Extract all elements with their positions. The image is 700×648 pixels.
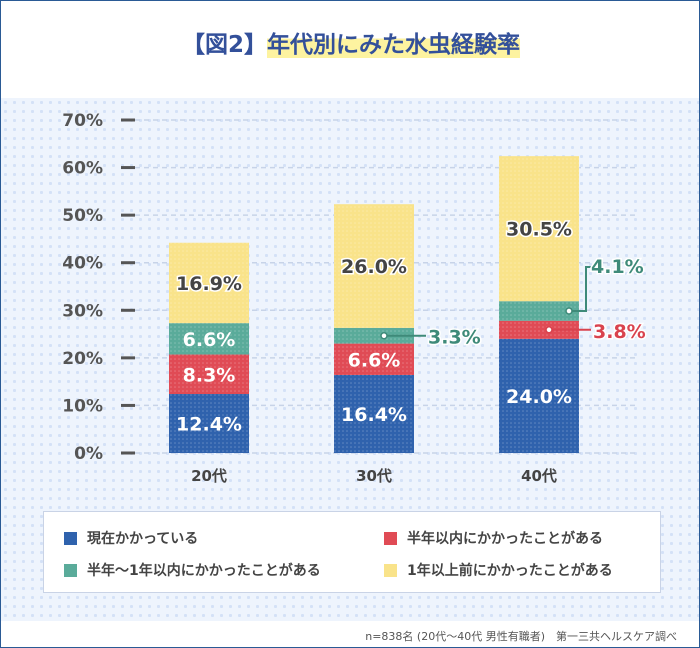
data-label: 6.6% (348, 349, 401, 371)
leader-dot (545, 326, 553, 334)
legend-swatch (64, 563, 77, 577)
y-tick-label: 60% (62, 159, 103, 179)
bar-texture (169, 354, 249, 395)
source-note: n=838名 (20代～40代 男性有職者) 第一三共ヘルスケア調べ (365, 630, 677, 643)
legend: 現在かかっている 半年以内にかかったことがある 半年～1年以内にかかったことがあ… (43, 511, 661, 593)
bar-texture (334, 374, 414, 453)
bar-texture (499, 338, 579, 453)
leader-dot (380, 331, 388, 340)
bar-texture (334, 327, 414, 344)
data-label: 3.8% (593, 321, 646, 343)
data-label: 6.6% (183, 329, 236, 351)
data-label: 16.9% (176, 273, 242, 295)
title-text: 年代別にみた水虫経験率 (267, 32, 520, 58)
legend-label: 1年以上前にかかったことがある (407, 563, 613, 579)
y-tick-label: 70% (62, 111, 103, 131)
leader-line (569, 266, 591, 312)
legend-label: 半年～1年以内にかかったことがある (87, 563, 321, 579)
legend-label: 半年以内にかかったことがある (407, 531, 603, 547)
data-label: 3.3% (428, 327, 481, 349)
data-label: 30.5% (506, 219, 572, 241)
bar-texture (169, 323, 249, 355)
legend-swatch (384, 531, 397, 545)
data-label: 16.4% (341, 404, 407, 426)
chart-title: 【図2】年代別にみた水虫経験率 (1, 25, 699, 59)
bar-texture (169, 242, 249, 324)
data-label: 8.3% (183, 364, 236, 386)
legend-item: 1年以上前にかかったことがある (384, 560, 613, 580)
data-label: 4.1% (591, 256, 644, 278)
bar-texture (169, 394, 249, 453)
legend-swatch (384, 563, 397, 577)
leader-dot (565, 307, 573, 315)
legend-item: 半年以内にかかったことがある (384, 528, 603, 548)
legend-label: 現在かかっている (87, 531, 199, 547)
title-prefix: 【図2】 (181, 32, 267, 58)
y-tick-label: 50% (62, 206, 103, 226)
data-label: 26.0% (341, 256, 407, 278)
y-tick-label: 0% (74, 444, 103, 464)
legend-item: 現在かかっている (64, 528, 198, 548)
x-tick-label: 40代 (521, 467, 557, 485)
bar-texture (334, 204, 414, 328)
x-tick-label: 20代 (191, 467, 227, 485)
bar-texture (499, 320, 579, 339)
x-tick-label: 30代 (356, 467, 392, 485)
y-tick-label: 20% (62, 349, 103, 369)
data-label: 24.0% (506, 386, 572, 408)
legend-swatch (64, 531, 77, 545)
y-tick-label: 10% (62, 396, 103, 416)
y-tick-label: 30% (62, 301, 103, 321)
bar-texture (334, 343, 414, 375)
bar-texture (499, 301, 579, 321)
legend-item: 半年～1年以内にかかったことがある (64, 560, 321, 580)
bar-texture (499, 156, 579, 302)
y-tick-label: 40% (62, 254, 103, 274)
data-label: 12.4% (176, 414, 242, 436)
